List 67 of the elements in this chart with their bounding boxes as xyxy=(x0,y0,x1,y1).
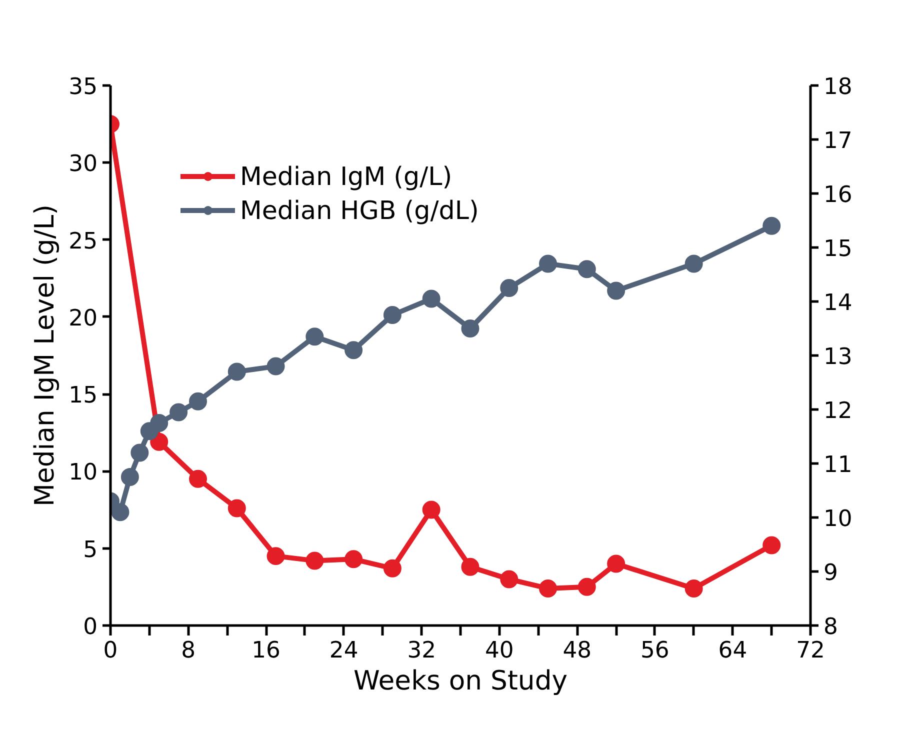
y2-tick-label: 8 xyxy=(824,614,838,640)
y-tick-label: 10 xyxy=(68,460,98,486)
y2-tick-label: 14 xyxy=(824,290,852,316)
point xyxy=(684,254,703,273)
y2-tick-label: 16 xyxy=(824,182,852,208)
point xyxy=(461,320,480,338)
point xyxy=(344,341,363,360)
y2-tick-label: 15 xyxy=(824,236,852,262)
point xyxy=(111,503,130,522)
point xyxy=(383,306,402,324)
point xyxy=(539,254,557,273)
point xyxy=(500,279,518,297)
point xyxy=(383,559,402,578)
y-tick-label: 0 xyxy=(83,614,98,640)
point xyxy=(500,570,518,588)
point xyxy=(120,468,139,486)
y2-tick-label: 13 xyxy=(824,344,852,370)
y2-tick-label: 9 xyxy=(824,560,838,586)
y-tick-label: 35 xyxy=(68,74,98,100)
x-tick-label: 0 xyxy=(103,638,118,664)
point xyxy=(422,290,440,308)
y-tick-label: 5 xyxy=(83,536,98,563)
point xyxy=(306,328,324,346)
point xyxy=(189,470,207,488)
x-tick-label: 56 xyxy=(640,638,670,664)
point xyxy=(266,357,285,376)
x-tick-label: 72 xyxy=(796,638,825,664)
x-axis-title: Weeks on Study xyxy=(353,666,568,696)
x-tick-label: 16 xyxy=(252,638,280,664)
y2-tick-label: 17 xyxy=(824,128,852,154)
x-tick-label: 8 xyxy=(181,638,196,664)
y-tick-label: 20 xyxy=(68,305,98,332)
point xyxy=(422,500,440,519)
y-tick-label: 30 xyxy=(68,151,98,178)
point xyxy=(762,216,781,235)
point xyxy=(578,578,596,596)
y2-tick-label: 18 xyxy=(824,74,852,100)
x-tick-label: 32 xyxy=(407,638,436,664)
point xyxy=(228,362,246,381)
point xyxy=(461,558,480,576)
point xyxy=(130,444,149,462)
x-tick-label: 64 xyxy=(718,638,748,664)
y-tick-label: 25 xyxy=(68,228,98,254)
y2-tick-label: 10 xyxy=(824,506,852,532)
y-tick-label: 15 xyxy=(68,382,98,409)
point xyxy=(189,392,207,410)
y-axis-title: Median IgM Level (g/L) xyxy=(30,204,61,507)
point xyxy=(228,499,246,518)
y2-tick-label: 12 xyxy=(824,398,852,424)
x-tick-label: 48 xyxy=(562,638,592,664)
legend-label: Median IgM (g/L) xyxy=(240,161,452,191)
point xyxy=(150,414,168,432)
point xyxy=(150,432,168,451)
x-tick-label: 40 xyxy=(484,638,514,664)
point xyxy=(762,536,781,554)
x-tick-label: 24 xyxy=(329,638,358,664)
y2-tick-label: 11 xyxy=(824,452,852,478)
point xyxy=(539,579,557,598)
point xyxy=(306,552,324,570)
point xyxy=(607,554,626,573)
point xyxy=(607,282,626,300)
point xyxy=(578,260,596,278)
point xyxy=(266,547,285,566)
point xyxy=(344,550,363,568)
point xyxy=(170,403,188,422)
point xyxy=(684,579,703,598)
legend-label: Median HGB (g/dL) xyxy=(240,195,479,225)
